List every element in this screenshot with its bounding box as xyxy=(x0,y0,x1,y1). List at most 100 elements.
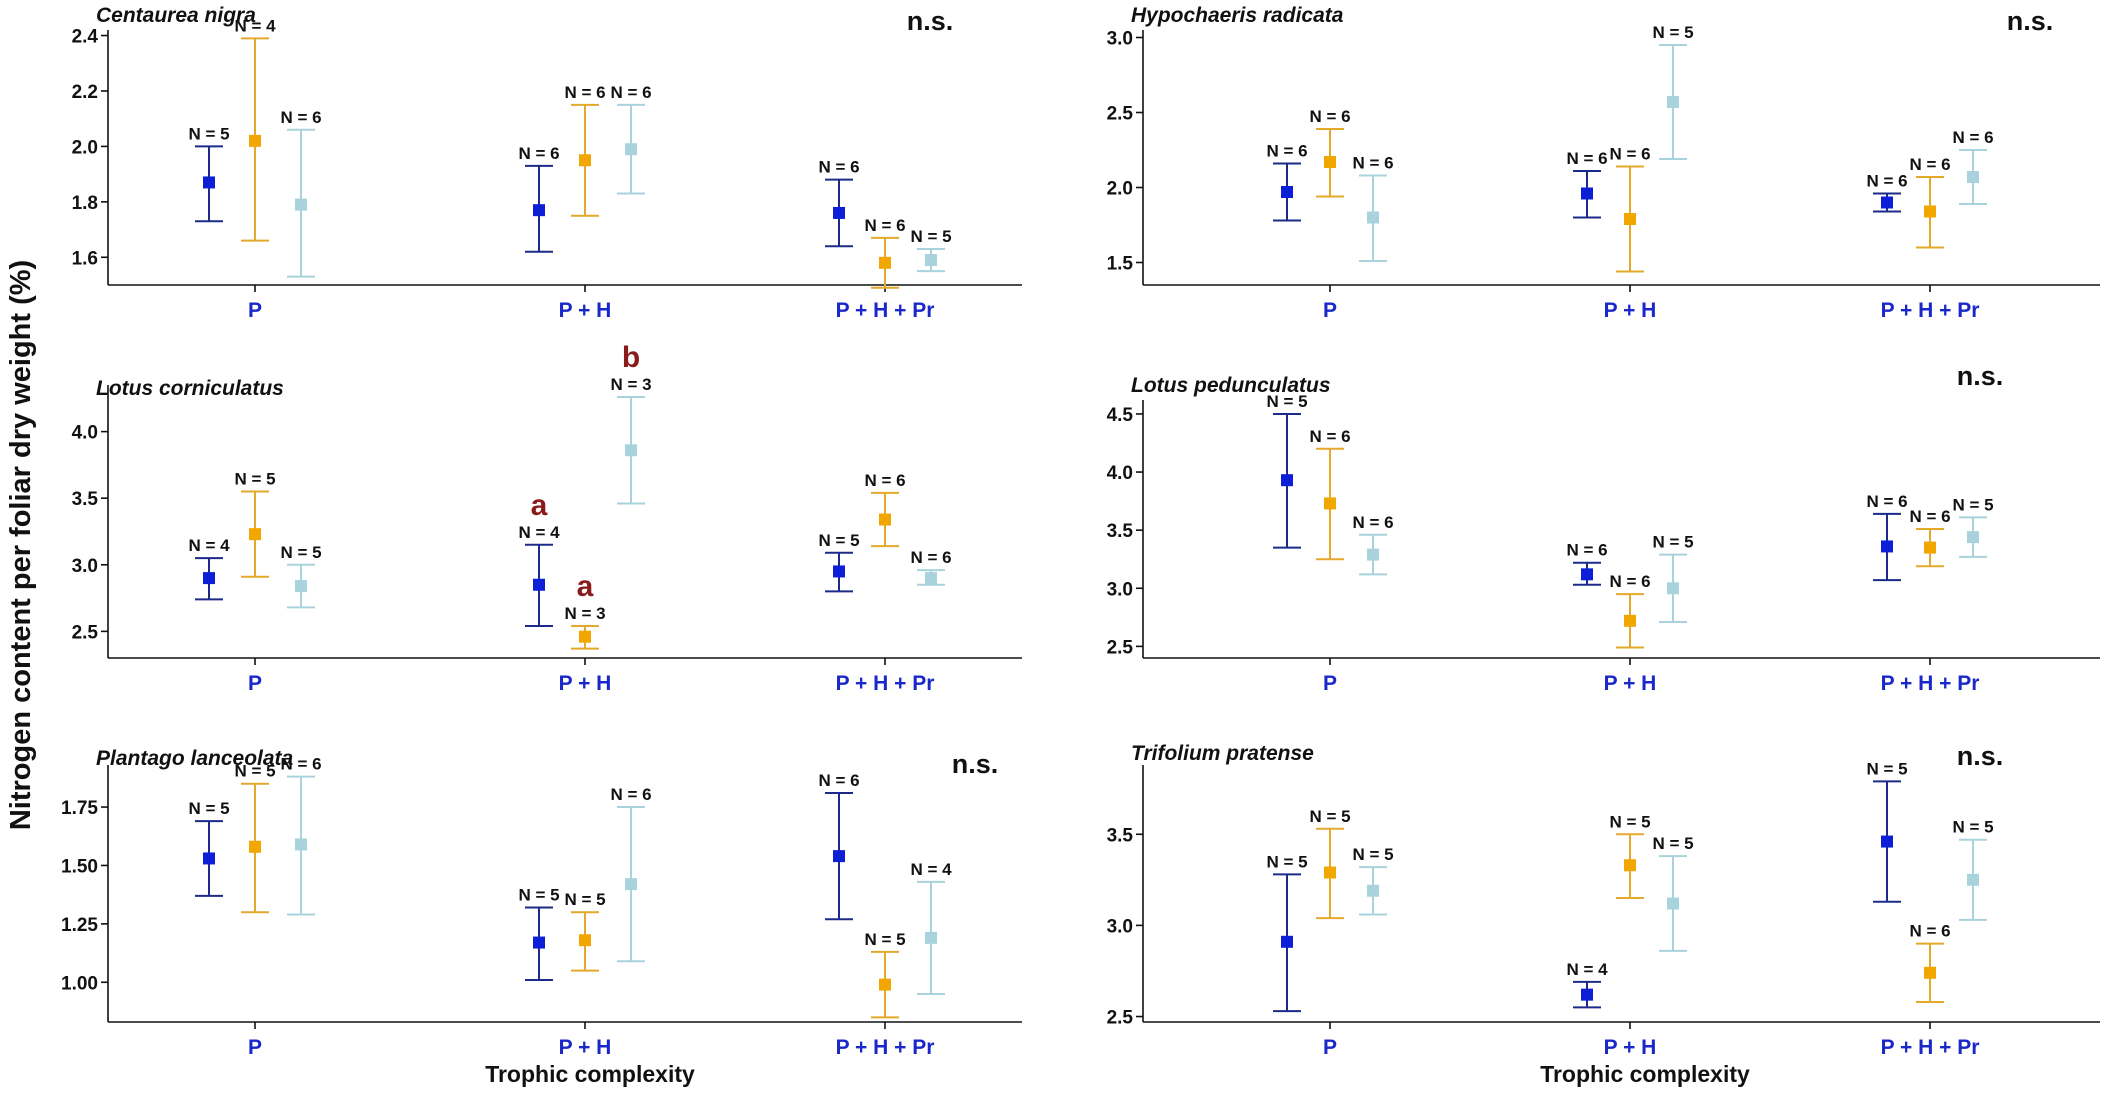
sample-size-label: N = 6 xyxy=(1609,145,1650,164)
y-tick-label: 2.4 xyxy=(72,27,99,48)
y-tick-label: 1.00 xyxy=(61,973,98,994)
sample-size-label: N = 6 xyxy=(1352,154,1393,173)
x-tick-label: P + H xyxy=(559,299,612,322)
sample-size-label: N = 5 xyxy=(1266,392,1307,411)
significance-letter: a xyxy=(577,570,594,603)
y-tick-label: 2.2 xyxy=(72,82,98,103)
x-tick-label: P + H xyxy=(559,672,612,695)
mean-marker xyxy=(925,931,937,944)
sample-size-label: N = 4 xyxy=(234,16,276,35)
panel-title: Centaurea nigra xyxy=(96,4,256,27)
mean-marker xyxy=(533,936,545,949)
sample-size-label: N = 5 xyxy=(280,543,321,562)
sample-size-label: N = 6 xyxy=(1609,572,1650,591)
significance-letter: b xyxy=(622,341,640,374)
sample-size-label: N = 6 xyxy=(1566,541,1607,560)
mean-marker xyxy=(625,878,637,891)
mean-marker xyxy=(1624,614,1636,627)
mean-marker xyxy=(1581,187,1593,200)
mean-marker xyxy=(295,580,307,593)
sample-size-label: N = 3 xyxy=(564,604,605,623)
sample-size-label: N = 4 xyxy=(910,860,952,879)
sample-size-label: N = 6 xyxy=(1352,513,1393,532)
y-tick-label: 3.0 xyxy=(1107,579,1133,600)
mean-marker xyxy=(1881,196,1893,209)
mean-marker xyxy=(1967,531,1979,544)
y-tick-label: 2.5 xyxy=(1107,104,1134,125)
sample-size-label: N = 5 xyxy=(1652,834,1693,853)
mean-marker xyxy=(879,513,891,526)
x-axis-label-left: Trophic complexity xyxy=(485,1061,695,1087)
x-tick-label: P xyxy=(248,1036,262,1059)
panel-title: Trifolium pratense xyxy=(1131,742,1314,765)
mean-marker xyxy=(625,444,637,457)
y-tick-label: 1.5 xyxy=(1107,254,1134,275)
panel-title: Lotus corniculatus xyxy=(96,377,284,400)
panel-title: Hypochaeris radicata xyxy=(1131,4,1344,27)
x-tick-label: P + H xyxy=(559,1036,612,1059)
mean-marker xyxy=(295,838,307,851)
panel-6: 2.5 3.0 3.5 P P + H P + H + Pr Trifolium prate… xyxy=(1107,741,2100,1059)
x-tick-label: P + H xyxy=(1604,1036,1657,1059)
mean-marker xyxy=(203,176,215,189)
x-tick-label: P + H + Pr xyxy=(836,299,935,322)
sample-size-label: N = 6 xyxy=(280,108,321,127)
mean-marker xyxy=(925,572,937,585)
x-tick-label: P xyxy=(248,299,262,322)
mean-marker xyxy=(1324,156,1336,168)
mean-marker xyxy=(879,256,891,269)
sample-size-label: N = 6 xyxy=(818,771,859,790)
panel-4: 2.5 3.0 3.5 4.0 4.5 P P + H P + H + Pr Lotus ped… xyxy=(1107,361,2100,695)
y-tick-label: 3.0 xyxy=(72,556,98,577)
mean-marker xyxy=(1281,474,1293,487)
sample-size-label: N = 6 xyxy=(1866,492,1907,511)
mean-marker xyxy=(579,934,591,947)
sample-size-label: N = 6 xyxy=(1952,128,1993,147)
x-tick-label: P + H + Pr xyxy=(1881,672,1980,695)
mean-marker xyxy=(203,572,215,585)
mean-marker xyxy=(533,204,545,217)
panel-5: 1.00 1.25 1.50 1.75 P P + H P + H + Pr Plantago… xyxy=(61,747,1022,1059)
sample-size-label: N = 6 xyxy=(1909,155,1950,174)
x-tick-label: P + H + Pr xyxy=(836,672,935,695)
sample-size-label: N = 5 xyxy=(1952,495,1993,514)
sample-size-label: N = 5 xyxy=(1952,818,1993,837)
mean-marker xyxy=(1624,859,1636,872)
y-tick-label: 1.25 xyxy=(61,915,98,936)
mean-marker xyxy=(1367,884,1379,897)
x-tick-label: P + H xyxy=(1604,672,1657,695)
significance-label: n.s. xyxy=(907,6,954,36)
mean-marker xyxy=(1624,213,1636,225)
x-tick-label: P xyxy=(1323,1036,1337,1059)
y-tick-label: 4.0 xyxy=(72,423,98,444)
y-tick-label: 1.8 xyxy=(72,193,98,214)
mean-marker xyxy=(1924,541,1936,554)
panel-2: 1.5 2.0 2.5 3.0 P P + H P + H + Pr Hypochaeris … xyxy=(1107,4,2100,322)
sample-size-label: N = 6 xyxy=(1866,172,1907,191)
sample-size-label: N = 5 xyxy=(234,470,275,489)
y-tick-label: 3.0 xyxy=(1107,29,1133,50)
sample-size-label: N = 5 xyxy=(1652,23,1693,42)
sample-size-label: N = 5 xyxy=(1652,533,1693,552)
sample-size-label: N = 5 xyxy=(1266,852,1307,871)
y-axis-label: Nitrogen content per foliar dry weight (… xyxy=(5,260,37,830)
sample-size-label: N = 4 xyxy=(1566,960,1608,979)
sample-size-label: N = 5 xyxy=(1609,812,1650,831)
sample-size-label: N = 6 xyxy=(864,216,905,235)
y-tick-label: 4.0 xyxy=(1107,463,1133,484)
sample-size-label: N = 3 xyxy=(610,375,651,394)
mean-marker xyxy=(1281,186,1293,198)
mean-marker xyxy=(203,852,215,865)
sample-size-label: N = 5 xyxy=(1309,807,1350,826)
sample-size-label: N = 5 xyxy=(188,124,229,143)
y-tick-label: 1.75 xyxy=(61,798,98,819)
sample-size-label: N = 6 xyxy=(610,83,651,102)
y-tick-label: 3.5 xyxy=(1107,825,1134,846)
sample-size-label: N = 5 xyxy=(818,531,859,550)
mean-marker xyxy=(249,528,261,541)
sample-size-label: N = 5 xyxy=(564,890,605,909)
mean-marker xyxy=(579,154,591,167)
sample-size-label: N = 6 xyxy=(1309,427,1350,446)
y-tick-label: 1.50 xyxy=(61,856,98,877)
